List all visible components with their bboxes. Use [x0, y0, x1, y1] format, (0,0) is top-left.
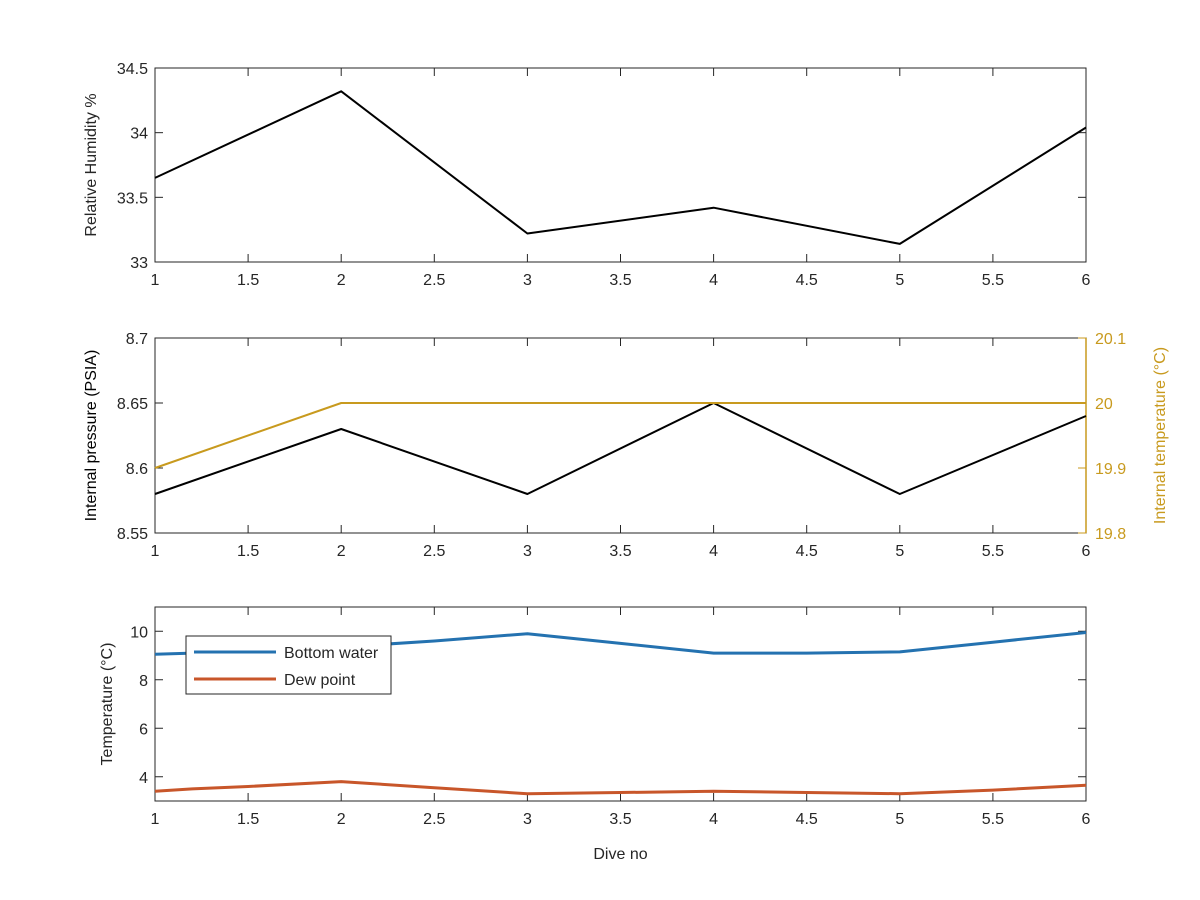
legend-label: Dew point [284, 672, 356, 689]
legend: Bottom water Dew point [185, 635, 392, 695]
y-tick-label: 33 [130, 255, 148, 272]
x-tick-label: 3 [523, 272, 532, 289]
panels: 1 1.5 2 2.5 3 3.5 4 4.5 5 5.5 63333.53434.5Relativ… [83, 61, 1169, 863]
x-tick-label: 2 [337, 543, 346, 560]
x-tick-label: 5.5 [982, 543, 1004, 560]
x-tick-label: 5 [895, 272, 904, 289]
x-tick-label: 1 [151, 543, 160, 560]
x-tick-label: 2.5 [423, 543, 445, 560]
y-tick-label: 8 [139, 673, 148, 690]
x-tick-label: 5.5 [982, 272, 1004, 289]
chart-panel-3: 1 1.5 2 2.5 3 3.5 4 4.5 5 5.5 6 4 6 8 10 Temperature (°… [99, 606, 1091, 863]
x-tick-label: 3.5 [609, 543, 631, 560]
x-tick-label: 2.5 [423, 272, 445, 289]
x-tick-label: 3 [523, 543, 532, 560]
x-tick-label: 4 [709, 543, 718, 560]
legend-box [185, 635, 392, 695]
y-tick-label: 34.5 [117, 61, 148, 78]
series-line-1 [154, 402, 1087, 495]
y-tick-label: 8.65 [117, 396, 148, 413]
x-tick-label: 5.5 [982, 811, 1004, 828]
y-tick-label: 33.5 [117, 190, 148, 207]
x-tick-label: 3 [523, 811, 532, 828]
y-axis-label: Relative Humidity % [83, 93, 100, 236]
y-tick-label: 34 [130, 126, 148, 143]
y-tick-label: 6 [139, 721, 148, 738]
y-tick-label: 8.6 [126, 461, 148, 478]
y2-axis-label: Internal temperature (°C) [1152, 347, 1169, 524]
chart-panel-1: 1 1.5 2 2.5 3 3.5 4 4.5 5 5.5 63333.53434.5Relativ… [83, 61, 1091, 289]
y-tick-label: 8.7 [126, 331, 148, 348]
x-tick-label: 4.5 [796, 811, 818, 828]
x-tick-label: 1.5 [237, 543, 259, 560]
x-tick-label: 3.5 [609, 811, 631, 828]
x-tick-label: 1.5 [237, 272, 259, 289]
x-tick-label: 2.5 [423, 811, 445, 828]
x-tick-label: 1 [151, 811, 160, 828]
x-tick-label: 3.5 [609, 272, 631, 289]
x-tick-label: 2 [337, 811, 346, 828]
x-tick-label: 4.5 [796, 272, 818, 289]
x-tick-label: 6 [1082, 811, 1091, 828]
x-tick-label: 1 [151, 272, 160, 289]
x-tick-label: 5 [895, 543, 904, 560]
x-tick-label: 1.5 [237, 811, 259, 828]
y-tick-label: 10 [130, 624, 148, 641]
chart-panel-2: 1 1.5 2 2.5 3 3.5 4 4.5 5 5.5 6 8.55 8.6 8.65 8.7 19.8 1… [83, 331, 1169, 560]
y-axis-label: Temperature (°C) [99, 643, 116, 766]
x-tick-label: 4 [709, 272, 718, 289]
y2-tick-label: 19.8 [1095, 526, 1126, 543]
x-axis-label: Dive no [593, 846, 647, 863]
y-tick-label: 4 [139, 770, 148, 787]
x-tick-label: 2 [337, 272, 346, 289]
series-line-1 [154, 90, 1087, 245]
series-line-2 [154, 780, 1087, 796]
legend-label: Bottom water [284, 645, 379, 662]
y-tick-label: 8.55 [117, 526, 148, 543]
x-tick-label: 6 [1082, 543, 1091, 560]
x-tick-label: 4 [709, 811, 718, 828]
y2-tick-label: 19.9 [1095, 461, 1126, 478]
y2-tick-label: 20 [1095, 396, 1113, 413]
series-line-2 [154, 402, 1086, 469]
x-tick-label: 6 [1082, 272, 1091, 289]
y-axis-label: Internal pressure (PSIA) [83, 350, 100, 522]
x-tick-label: 4.5 [796, 543, 818, 560]
y2-tick-label: 20.1 [1095, 331, 1126, 348]
x-tick-label: 5 [895, 811, 904, 828]
